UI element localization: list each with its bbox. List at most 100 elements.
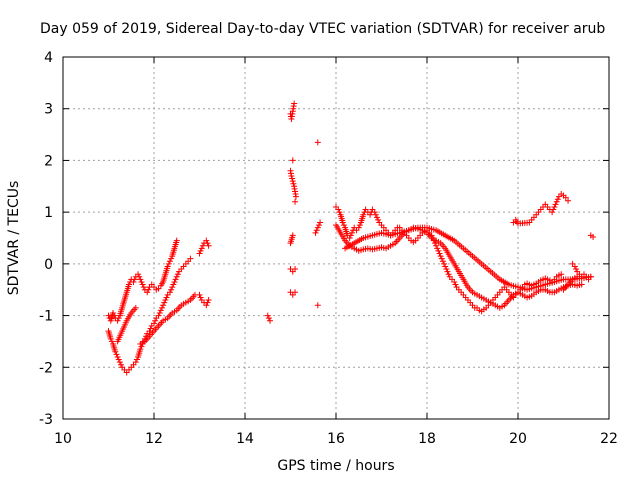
y-tick-label: 1 [44, 205, 53, 221]
data-point [114, 353, 121, 360]
data-point [111, 312, 118, 319]
data-point [314, 139, 321, 146]
data-point [367, 211, 374, 218]
data-point [137, 346, 144, 353]
data-point [147, 325, 154, 332]
data-points [105, 100, 597, 376]
data-point [554, 196, 561, 203]
data-point [445, 271, 452, 278]
data-point [288, 172, 295, 179]
data-point [434, 245, 441, 252]
y-tick-label: 3 [44, 102, 53, 118]
data-point [136, 273, 143, 280]
data-point [335, 206, 342, 213]
data-point [205, 297, 212, 304]
data-point [565, 197, 572, 204]
data-point [355, 224, 362, 231]
data-point [571, 263, 578, 270]
grid [63, 57, 609, 419]
x-tick-label: 14 [236, 431, 254, 447]
data-point [340, 222, 347, 229]
data-point [315, 222, 322, 229]
data-point [155, 285, 162, 292]
data-point [347, 232, 354, 239]
data-point [314, 224, 321, 231]
data-point [360, 211, 367, 218]
data-point [162, 297, 169, 304]
data-point [205, 242, 212, 249]
x-tick-label: 20 [509, 431, 527, 447]
data-point [116, 359, 123, 366]
data-point [553, 198, 560, 205]
data-point [375, 216, 382, 223]
data-point [138, 343, 145, 350]
x-tick-label: 10 [54, 431, 72, 447]
data-point [132, 304, 139, 311]
data-point [156, 309, 163, 316]
data-point [187, 255, 194, 262]
data-point [155, 312, 162, 319]
data-point [203, 237, 210, 244]
data-point [174, 271, 181, 278]
data-point [292, 266, 299, 273]
data-point [196, 291, 203, 298]
data-point [314, 302, 321, 309]
data-point [203, 302, 210, 309]
data-point [336, 209, 343, 216]
data-point [105, 312, 112, 319]
data-point [114, 317, 121, 324]
data-point [171, 278, 178, 285]
data-point [452, 281, 459, 288]
data-point [444, 268, 451, 275]
data-point [317, 219, 324, 226]
data-point [130, 278, 137, 285]
data-point [371, 209, 378, 216]
data-point [549, 209, 556, 216]
data-point [172, 276, 179, 283]
data-point [140, 284, 147, 291]
data-point [160, 302, 167, 309]
data-point [550, 206, 557, 213]
data-point [132, 359, 139, 366]
data-point [157, 307, 164, 314]
data-point [573, 266, 580, 273]
data-point [196, 250, 203, 257]
data-point [197, 247, 204, 254]
data-point [439, 258, 446, 265]
data-point [437, 253, 444, 260]
data-point [113, 351, 120, 358]
data-point [289, 178, 296, 185]
data-point [135, 271, 142, 278]
x-tick-labels: 10 12 14 16 18 20 22 [54, 431, 618, 447]
data-point [204, 240, 211, 247]
data-point [373, 214, 380, 221]
data-point [198, 245, 205, 252]
data-point [168, 255, 175, 262]
data-point [443, 266, 450, 273]
data-point [164, 263, 171, 270]
y-tick-label: 4 [44, 50, 53, 66]
data-point [115, 356, 122, 363]
data-point [145, 286, 152, 293]
x-tick-label: 12 [145, 431, 163, 447]
data-point [204, 299, 211, 306]
data-point [551, 203, 558, 210]
y-tick-label: 0 [44, 257, 53, 273]
data-point [265, 315, 272, 322]
data-point [165, 260, 172, 267]
data-point [112, 348, 119, 355]
y-tick-label: 2 [44, 153, 53, 169]
data-point [197, 294, 204, 301]
data-point [291, 100, 298, 107]
data-point [289, 232, 296, 239]
y-tick-label: -2 [39, 360, 53, 376]
data-point [163, 294, 170, 301]
data-point [264, 312, 271, 319]
data-point [138, 278, 145, 285]
y-axis-label: SDTVAR / TECUs [6, 181, 22, 296]
data-point [587, 273, 594, 280]
data-point [168, 286, 175, 293]
data-point [158, 304, 165, 311]
data-point [574, 273, 581, 280]
data-point [292, 198, 299, 205]
